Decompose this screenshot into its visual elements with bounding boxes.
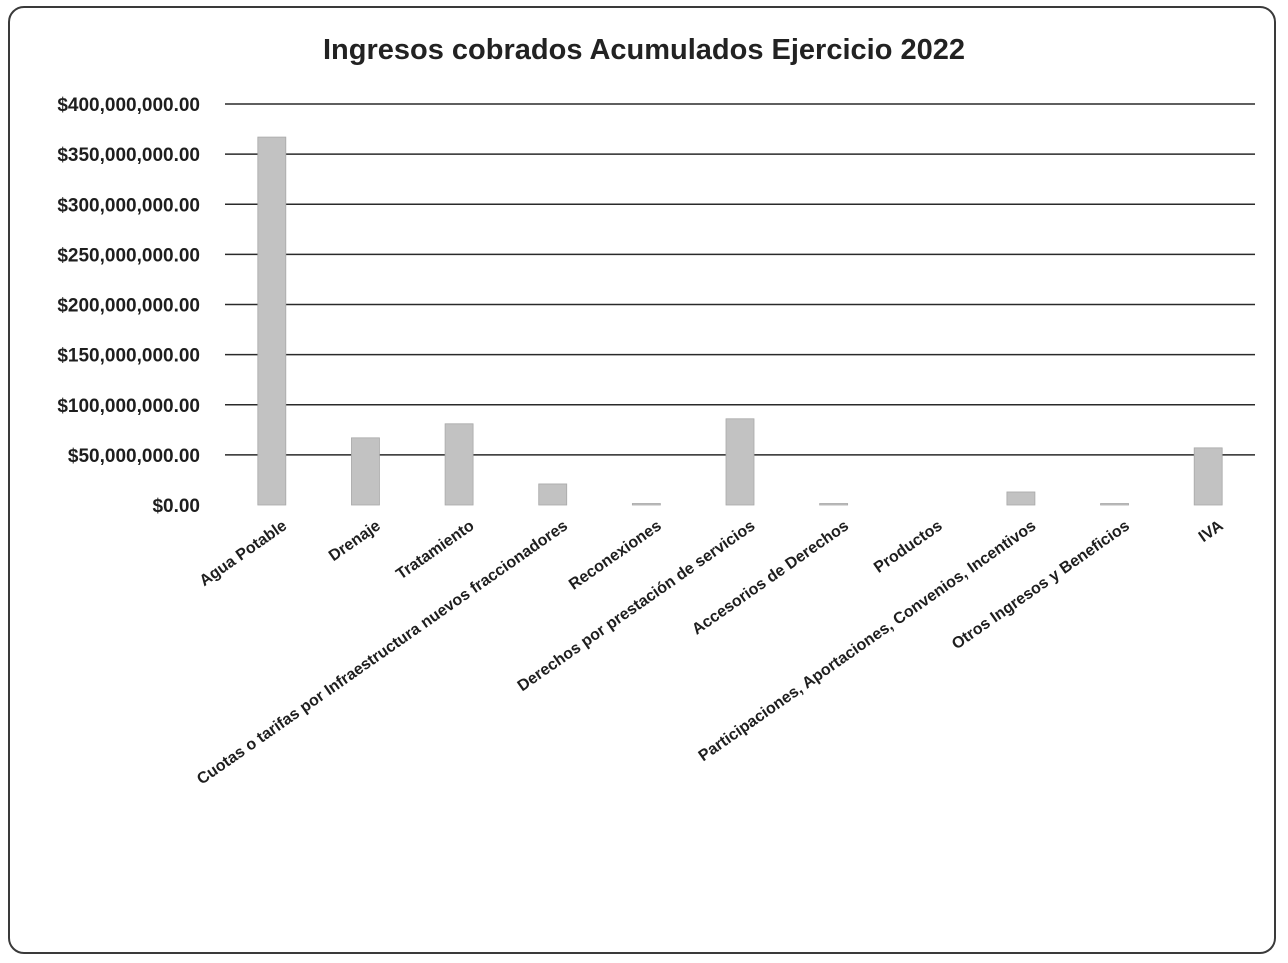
chart-frame [8, 6, 1276, 954]
y-tick-label: $350,000,000.00 [57, 145, 200, 166]
y-tick-label: $400,000,000.00 [57, 95, 200, 116]
y-tick-label: $200,000,000.00 [57, 296, 200, 317]
bar [351, 437, 380, 506]
y-tick-label: $0.00 [152, 496, 200, 517]
x-tick-label: IVA [1196, 517, 1227, 546]
x-tick-label: Productos [871, 517, 946, 576]
y-tick-label: $300,000,000.00 [57, 195, 200, 216]
bar [1006, 491, 1036, 506]
bar [725, 418, 755, 506]
x-tick-label: Accesorios de Derechos [689, 517, 852, 638]
bar [819, 503, 849, 506]
bar [257, 136, 287, 506]
x-tick-label: Drenaje [326, 517, 384, 565]
x-tick-label: Tratamiento [393, 517, 477, 583]
bar [1100, 503, 1129, 506]
bar [538, 483, 568, 506]
y-tick-label: $250,000,000.00 [57, 245, 200, 266]
chart-title: Ingresos cobrados Acumulados Ejercicio 2… [323, 34, 965, 66]
y-tick-label: $150,000,000.00 [57, 346, 200, 367]
y-tick-label: $100,000,000.00 [57, 396, 200, 417]
x-tick-label: Participaciones, Aportaciones, Convenios… [696, 517, 1040, 765]
x-tick-label: Agua Potable [197, 517, 291, 590]
y-tick-label: $50,000,000.00 [68, 446, 200, 467]
bar [631, 503, 661, 506]
x-tick-label: Otros Ingresos y Beneficios [949, 517, 1133, 653]
bar [444, 423, 474, 506]
x-tick-label: Reconexiones [566, 517, 665, 593]
bar [1193, 447, 1223, 506]
